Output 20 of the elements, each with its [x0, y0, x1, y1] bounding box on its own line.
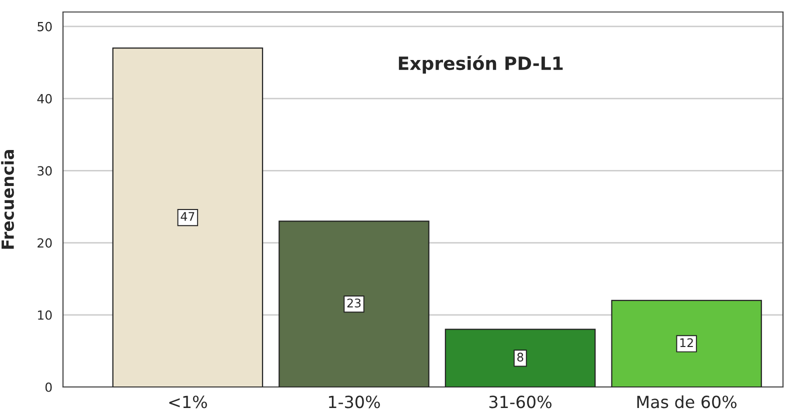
bar	[278, 220, 430, 387]
bar	[112, 48, 264, 387]
y-tick-label: 0	[45, 382, 52, 392]
y-tick-label: 30	[38, 166, 52, 176]
x-tick-label: 31-60%	[489, 396, 552, 408]
bar	[611, 300, 762, 387]
data-label: 23	[347, 298, 361, 308]
x-tick-label: 1-30%	[328, 396, 380, 408]
y-tick-label: 40	[37, 94, 52, 104]
data-label: 8	[517, 352, 524, 362]
x-tick-label: Mas de 60%	[637, 395, 737, 408]
x-tick-label: <1%	[169, 396, 207, 408]
y-axis-title: Frecuencia	[1, 150, 14, 249]
y-tick-label: 50	[38, 22, 52, 32]
data-label: 12	[680, 338, 693, 347]
y-tick-label: 20	[38, 238, 52, 248]
y-tick-label: 10	[38, 310, 52, 320]
bar	[444, 328, 596, 387]
data-label: 47	[180, 212, 194, 221]
text: Expresión PD-L1	[398, 55, 563, 74]
